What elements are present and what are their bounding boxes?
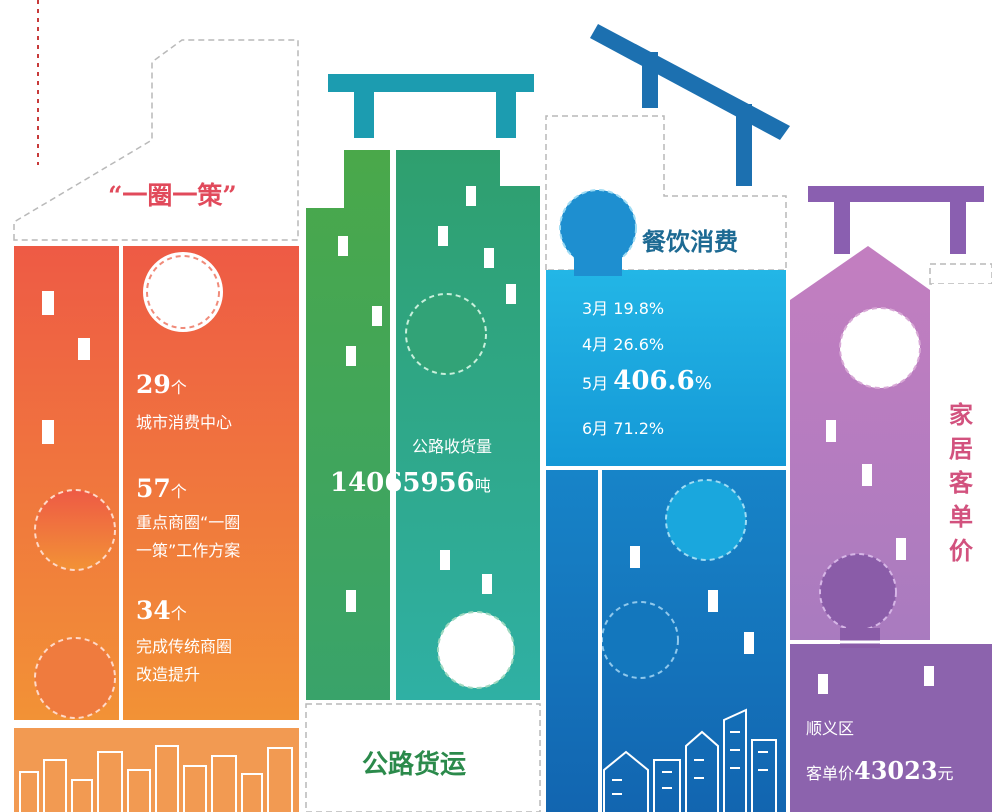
blue-panel-title: 餐饮消费 (642, 227, 738, 256)
green-knob-hole (437, 611, 515, 689)
price-line: 客单价43023元 (806, 756, 954, 787)
month-value: 26.6% (613, 335, 665, 354)
blue-building (545, 24, 790, 812)
catering-row-4: 4月 26.6% (582, 332, 664, 358)
month-label: 5月 (582, 374, 609, 393)
green-pipe (328, 74, 534, 138)
stat-57: 57个 (136, 474, 187, 503)
catering-row-3: 3月 19.8% (582, 296, 664, 322)
stat-number: 29 (136, 370, 171, 399)
freight-label: 公路收货量 (412, 437, 493, 456)
purple-knob-low (819, 553, 897, 631)
purple-building (790, 186, 992, 812)
month-label: 6月 (582, 419, 609, 438)
area-label: 顺义区 (806, 719, 855, 738)
stat-unit: 个 (170, 482, 187, 501)
green-knob (405, 293, 487, 375)
stat-number: 34 (136, 596, 171, 625)
stat-unit: 个 (170, 378, 187, 397)
stat-desc: 城市消费中心 (136, 413, 233, 432)
month-label: 4月 (582, 335, 609, 354)
purple-roof-right (929, 263, 992, 285)
blue-pipe (590, 24, 790, 186)
month-value: 406.6 (613, 366, 695, 396)
green-left-piece (306, 150, 390, 700)
percent-suffix: % (694, 373, 712, 394)
catering-row-5: 5月 406.6% (582, 366, 712, 397)
freight-unit: 吨 (474, 476, 491, 495)
title-char: 客 (949, 468, 973, 497)
blue-knob-top (559, 189, 637, 267)
orange-roof-outline (13, 39, 299, 241)
orange-knob-mid (34, 489, 116, 571)
orange-building (13, 39, 299, 812)
orange-knob-low (34, 637, 116, 719)
stat-34: 34个 (136, 596, 187, 625)
stat-desc: 改造提升 (136, 665, 201, 684)
month-value: 19.8% (613, 299, 665, 318)
stat-desc: 重点商圈“一圈 (136, 513, 241, 532)
stat-unit: 个 (170, 604, 187, 623)
stat-desc: 一策”工作方案 (136, 541, 241, 560)
green-panel-title: 公路货运 (362, 750, 467, 780)
price-value: 43023 (854, 756, 938, 785)
stat-number: 57 (136, 474, 171, 503)
purple-knob-top (839, 307, 921, 389)
purple-right-piece (932, 284, 992, 640)
title-char: 家 (949, 400, 973, 429)
month-value: 71.2% (613, 419, 665, 438)
green-building (305, 74, 541, 812)
title-char: 单 (949, 502, 973, 531)
stat-desc: 完成传统商圈 (136, 637, 233, 656)
purple-lower-piece (790, 644, 992, 812)
orange-panel-title: “一圈一策” (108, 181, 237, 210)
orange-right-piece (123, 244, 299, 720)
month-label: 3月 (582, 299, 609, 318)
green-base-frame (305, 703, 541, 812)
freight-value: 14065956吨 (330, 468, 491, 498)
price-label: 客单价 (806, 764, 855, 783)
blue-knob-mid (665, 479, 747, 561)
freight-number: 14065956 (330, 468, 475, 498)
catering-row-6: 6月 71.2% (582, 416, 664, 442)
green-right-piece (396, 150, 540, 700)
blue-knob-side (601, 601, 679, 679)
price-unit: 元 (937, 764, 954, 783)
purple-panel-title: 家 居 客 单 价 (946, 398, 976, 568)
title-char: 居 (949, 434, 973, 463)
blue-upper-piece (546, 270, 786, 466)
title-char: 价 (949, 536, 973, 565)
stat-29: 29个 (136, 370, 187, 399)
purple-pipe (808, 186, 984, 254)
